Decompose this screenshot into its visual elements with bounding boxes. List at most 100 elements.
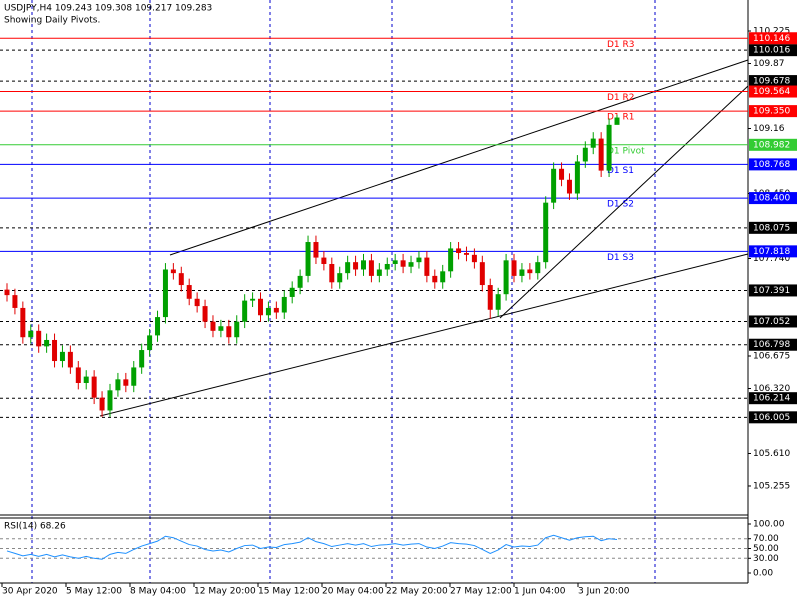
candle-body bbox=[566, 179, 572, 194]
candle-body bbox=[4, 289, 10, 296]
pivot-name: D1 S3 bbox=[607, 253, 634, 263]
candle-body bbox=[20, 307, 26, 338]
candle-body bbox=[543, 202, 549, 263]
candle-body bbox=[52, 339, 58, 362]
candle-body bbox=[400, 260, 406, 267]
y-tick-label: 106.675 bbox=[753, 351, 790, 361]
pivot-name: D1 R3 bbox=[607, 40, 635, 50]
level-tag bbox=[749, 221, 797, 234]
candle-body bbox=[313, 242, 319, 258]
x-tick-label: 12 May 20:00 bbox=[194, 587, 256, 597]
level-tag bbox=[749, 411, 797, 424]
level-tag-label: 109.678 bbox=[753, 77, 790, 87]
candle-body bbox=[511, 260, 517, 276]
level-tag bbox=[749, 315, 797, 328]
candle-body bbox=[551, 168, 557, 203]
candle-body bbox=[495, 294, 501, 310]
pivot-tag bbox=[749, 32, 797, 45]
candle-body bbox=[432, 275, 438, 283]
candle-body bbox=[353, 262, 359, 270]
x-tick-label: 1 Jun 04:00 bbox=[514, 587, 566, 597]
level-tag-label: 110.016 bbox=[753, 46, 790, 56]
rsi-tick-label: 100.00 bbox=[753, 520, 785, 530]
candle-body bbox=[305, 242, 311, 276]
candle-body bbox=[289, 287, 295, 297]
candle-body bbox=[519, 269, 525, 276]
candle-body bbox=[392, 260, 398, 264]
rsi-line bbox=[6, 534, 618, 560]
candle-body bbox=[170, 269, 176, 274]
candle-body bbox=[614, 117, 620, 125]
pivot-tag bbox=[749, 158, 797, 171]
pivot-tag-label: 109.350 bbox=[753, 107, 790, 117]
candle-body bbox=[115, 379, 121, 391]
x-tick-label: 3 Jun 20:00 bbox=[578, 587, 630, 597]
candle-body bbox=[574, 161, 580, 194]
candle-body bbox=[384, 263, 390, 270]
candle-body bbox=[59, 351, 65, 362]
candle-body bbox=[360, 260, 366, 270]
pivot-tag-label: 107.818 bbox=[753, 247, 790, 257]
level-tag bbox=[749, 284, 797, 297]
level-tag-label: 106.798 bbox=[753, 340, 790, 350]
candle-body bbox=[424, 257, 430, 276]
candle-body bbox=[503, 260, 509, 295]
candle-body bbox=[527, 269, 533, 274]
candle-body bbox=[329, 263, 335, 283]
candle-body bbox=[194, 298, 200, 307]
pivot-tag-label: 110.146 bbox=[753, 34, 790, 44]
candle-body bbox=[147, 335, 153, 351]
x-tick-label: 15 May 12:00 bbox=[258, 587, 320, 597]
candle-body bbox=[337, 273, 343, 283]
level-tag bbox=[749, 75, 797, 88]
candle-body bbox=[210, 321, 216, 331]
x-tick-label: 20 May 04:00 bbox=[322, 587, 384, 597]
candle-body bbox=[297, 275, 303, 288]
candle-body bbox=[202, 306, 208, 322]
candle-body bbox=[416, 257, 422, 263]
level-tag bbox=[749, 338, 797, 351]
candle-body bbox=[368, 260, 374, 276]
pivot-tag-label: 108.400 bbox=[753, 194, 790, 204]
pivot-name: D1 R1 bbox=[607, 113, 635, 123]
pivot-name: D1 R2 bbox=[607, 93, 635, 103]
x-tick-label: 8 May 04:00 bbox=[130, 587, 186, 597]
trend-lines bbox=[99, 59, 749, 417]
candle-body bbox=[463, 253, 469, 255]
y-tick-label: 110.225 bbox=[753, 27, 790, 37]
time-grid bbox=[31, 0, 656, 583]
x-tick-label: 30 Apr 2020 bbox=[2, 587, 58, 597]
candle-body bbox=[91, 376, 97, 398]
y-tick-label: 106.320 bbox=[753, 384, 790, 394]
symbol-line: USDJPY,H4 109.243 109.308 109.217 109.28… bbox=[4, 4, 212, 14]
pivot-name: D1 S1 bbox=[607, 166, 634, 176]
candle-body bbox=[281, 296, 287, 313]
candle-body bbox=[345, 262, 351, 274]
level-tag bbox=[749, 44, 797, 57]
candle-body bbox=[598, 138, 604, 171]
candle-body bbox=[242, 300, 248, 322]
x-tick-label: 22 May 20:00 bbox=[386, 587, 448, 597]
candle-body bbox=[218, 326, 224, 331]
candle-body bbox=[535, 262, 541, 274]
candle-body bbox=[131, 367, 137, 386]
level-tag-label: 106.214 bbox=[753, 394, 790, 404]
level-tag-label: 108.075 bbox=[753, 223, 790, 233]
candle-body bbox=[408, 262, 414, 267]
rsi-tick-label: 50.00 bbox=[753, 544, 779, 554]
level-tag-label: 107.391 bbox=[753, 286, 790, 296]
candle-body bbox=[186, 285, 192, 299]
y-tick-label: 109.16 bbox=[753, 124, 785, 134]
candle-body bbox=[75, 367, 81, 383]
pivot-tag-label: 108.982 bbox=[753, 140, 790, 150]
level-tag-label: 106.005 bbox=[753, 413, 790, 423]
candle-body bbox=[162, 269, 168, 318]
candle-body bbox=[471, 254, 477, 263]
candle-body bbox=[99, 397, 105, 411]
candle-body bbox=[155, 317, 161, 336]
candle-body bbox=[559, 168, 565, 180]
y-tick-label: 105.610 bbox=[753, 449, 790, 459]
candle-body bbox=[226, 326, 232, 338]
candle-body bbox=[250, 298, 256, 301]
